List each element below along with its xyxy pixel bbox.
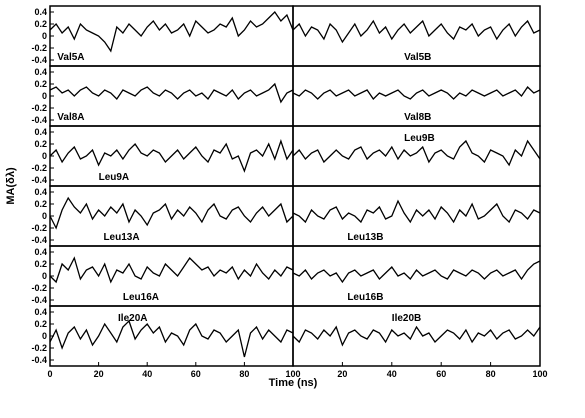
x-tick-label: 60 [191,369,201,379]
y-axis-label: MA(δλ) [5,167,17,205]
x-tick-label: 20 [94,369,104,379]
series-line [292,199,541,224]
x-tick-label: 20 [337,369,347,379]
panel-frame [49,185,294,247]
panel-label: Leu13B [347,232,383,243]
panel-label: Ile20B [392,313,421,324]
panel-label: Val8A [57,112,84,123]
y-tick-label: -0.4 [31,175,47,185]
x-tick-label: 80 [239,369,249,379]
y-tick-label: -0.4 [31,235,47,245]
y-tick-label: 0.4 [34,307,47,317]
y-tick-label: -0.2 [31,43,47,53]
series-line [292,85,541,101]
x-tick-label: 60 [436,369,446,379]
y-tick-label: -0.2 [31,223,47,233]
y-tick-label: -0.2 [31,103,47,113]
series-line [49,256,294,284]
y-tick-label: 0.2 [34,79,47,89]
y-tick-label: -0.2 [31,343,47,353]
y-tick-label: 0.4 [34,127,47,137]
y-tick-label: 0.2 [34,259,47,269]
panel-label: Val5B [404,52,431,63]
series-line [292,19,541,44]
panel-label: Val8B [404,112,431,123]
series-line [49,196,294,230]
y-tick-label: 0.2 [34,319,47,329]
panel-label: Leu13A [103,232,139,243]
y-tick-label: 0 [42,271,47,281]
panel-frame [49,5,294,67]
y-tick-label: 0 [42,31,47,41]
y-tick-label: 0.4 [34,247,47,257]
y-tick-label: 0 [42,151,47,161]
series-line [49,82,294,104]
y-tick-label: 0.4 [34,187,47,197]
series-line [292,139,541,167]
panel-label: Leu9B [404,133,435,144]
y-tick-label: 0.2 [34,19,47,29]
x-tick-label: 100 [532,369,547,379]
y-tick-label: 0.2 [34,199,47,209]
x-tick-label: 100 [285,369,300,379]
x-tick-label: 40 [387,369,397,379]
y-tick-label: 0 [42,331,47,341]
y-tick-label: -0.2 [31,163,47,173]
y-tick-label: -0.4 [31,55,47,65]
y-tick-label: 0.2 [34,139,47,149]
panel-label: Leu9A [99,172,130,183]
panel-frame [49,305,294,367]
x-axis-label: Time (ns) [269,377,318,389]
y-tick-label: -0.4 [31,355,47,365]
y-tick-label: 0 [42,91,47,101]
series-line [292,325,541,347]
panel-frame [49,245,294,307]
panel-label: Leu16B [347,292,383,303]
y-tick-label: -0.2 [31,283,47,293]
y-tick-label: 0 [42,211,47,221]
series-line [49,319,294,358]
x-tick-label: 40 [142,369,152,379]
y-tick-label: -0.4 [31,295,47,305]
panel-label: Val5A [57,52,84,63]
panel-label: Leu16A [123,292,159,303]
y-tick-label: -0.4 [31,115,47,125]
y-tick-label: 0.4 [34,67,47,77]
x-tick-label: 0 [47,369,52,379]
panel-label: Ile20A [118,313,147,324]
series-line [49,10,294,53]
series-line [292,260,541,284]
x-tick-label: 80 [486,369,496,379]
series-line [49,138,294,173]
y-tick-label: 0.4 [34,7,47,17]
